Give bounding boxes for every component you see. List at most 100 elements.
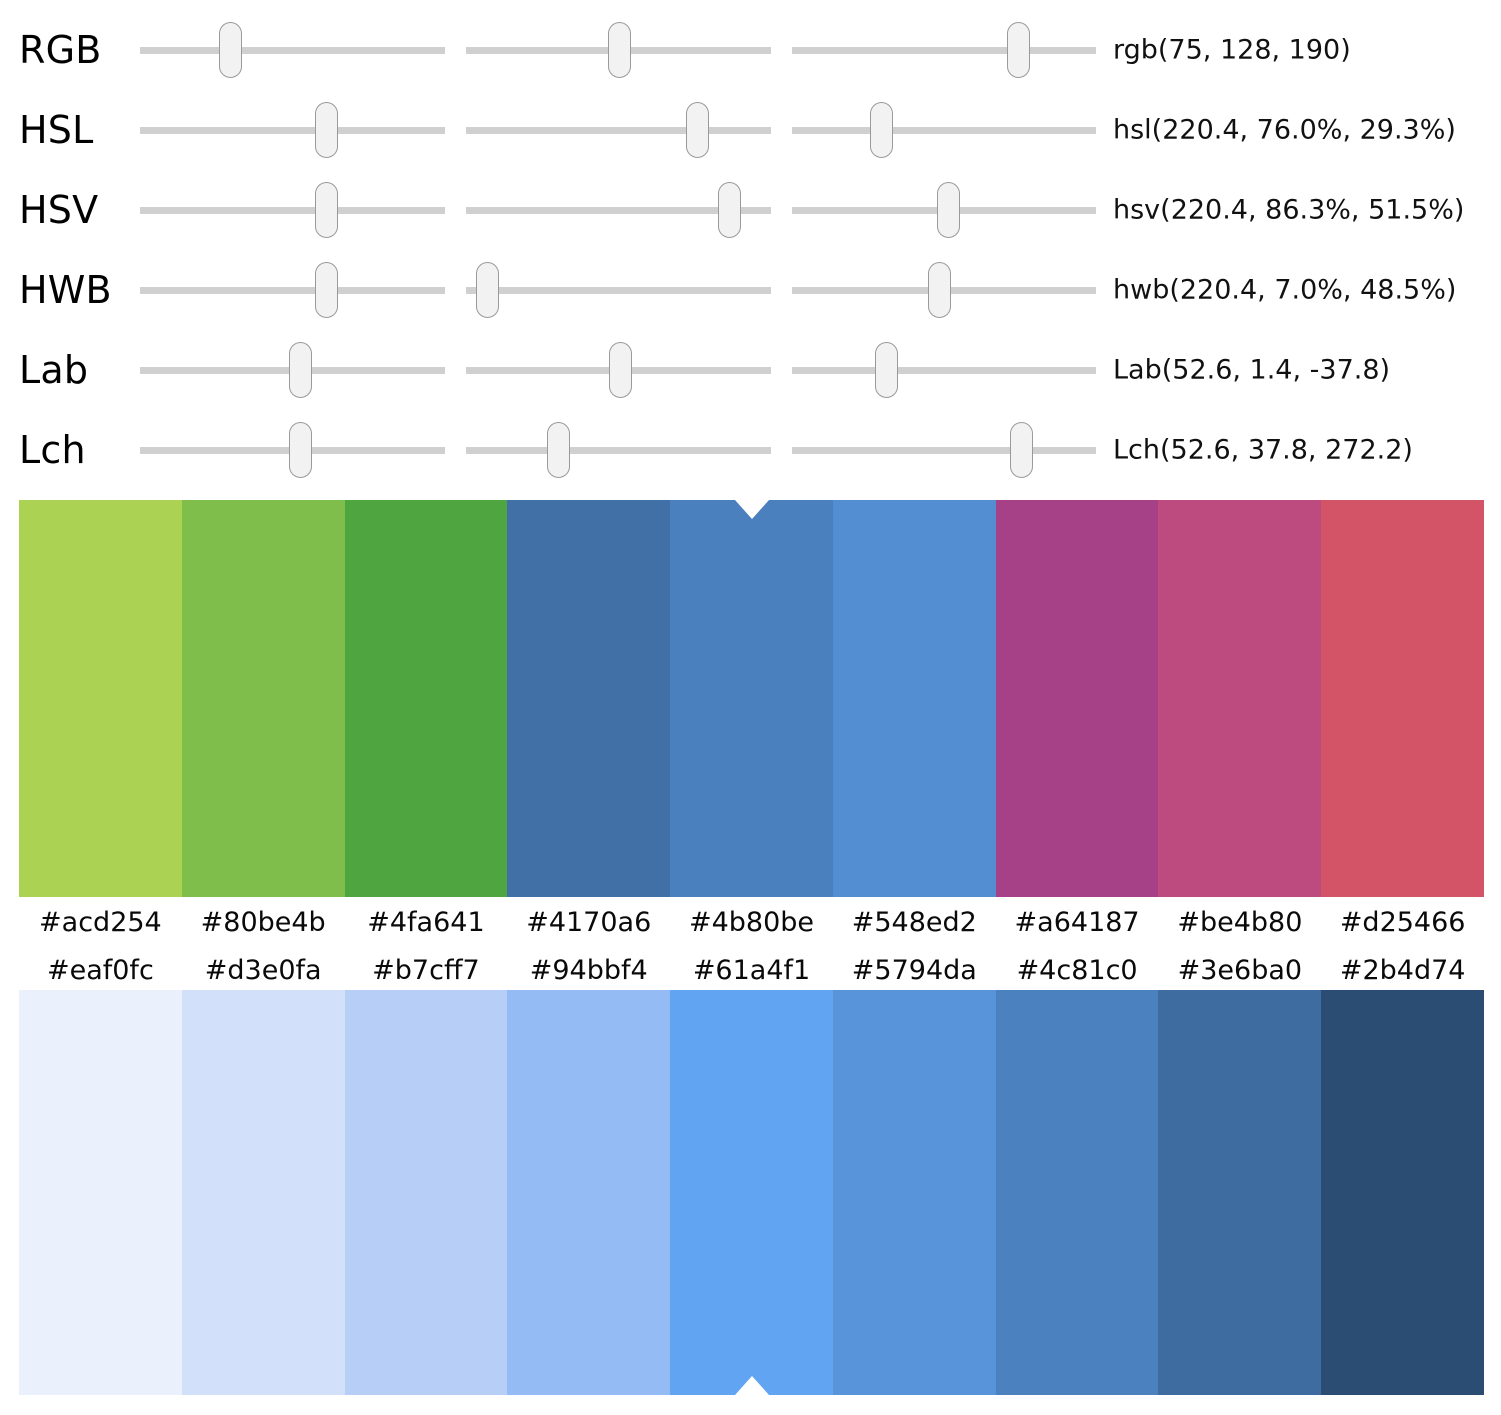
slider-row-lch: Lch Lch(52.6, 37.8, 272.2): [0, 410, 1501, 490]
slider-handle-rgb-r[interactable]: [219, 22, 243, 78]
color-swatch[interactable]: [19, 500, 182, 897]
slider-track-hsv-s[interactable]: [466, 182, 771, 238]
slider-track-rgb-g[interactable]: [466, 22, 771, 78]
color-space-label: HSV: [19, 188, 99, 232]
hex-code-label: #61a4f1: [692, 954, 811, 986]
slider-row-hwb: HWB hwb(220.4, 7.0%, 48.5%): [0, 250, 1501, 330]
color-swatch[interactable]: [995, 990, 1159, 1395]
color-space-label: HSL: [19, 108, 94, 152]
color-value-text: hwb(220.4, 7.0%, 48.5%): [1113, 274, 1457, 306]
slider-track-group: [140, 410, 1096, 490]
color-swatch[interactable]: [344, 990, 508, 1395]
hex-code-label: #be4b80: [1177, 906, 1303, 938]
color-swatch[interactable]: [1158, 990, 1322, 1395]
hex-code-label: #4fa641: [367, 906, 485, 938]
color-swatch[interactable]: [832, 990, 996, 1395]
slider-row-hsl: HSL hsl(220.4, 76.0%, 29.3%): [0, 90, 1501, 170]
slider-handle-lch-l[interactable]: [288, 422, 312, 478]
hex-code-label: #5794da: [851, 954, 977, 986]
slider-handle-lab-l[interactable]: [288, 342, 312, 398]
slider-row-hsv: HSV hsv(220.4, 86.3%, 51.5%): [0, 170, 1501, 250]
slider-track-hwb-h[interactable]: [140, 262, 445, 318]
color-swatch[interactable]: [832, 500, 996, 897]
slider-track-hwb-w[interactable]: [466, 262, 771, 318]
color-swatch[interactable]: [181, 500, 345, 897]
color-swatch[interactable]: [1158, 500, 1322, 897]
color-space-label: Lch: [19, 428, 86, 472]
slider-handle-hsv-s[interactable]: [717, 182, 741, 238]
slider-track-group: [140, 10, 1096, 90]
slider-track-group: [140, 90, 1096, 170]
selected-swatch-marker-icon: [734, 500, 769, 519]
slider-track-lch-h[interactable]: [792, 422, 1096, 478]
slider-handle-lch-h[interactable]: [1010, 422, 1034, 478]
hex-code-label: #94bbf4: [529, 954, 648, 986]
hex-code-label: #4170a6: [526, 906, 652, 938]
slider-track-lab-b[interactable]: [792, 342, 1096, 398]
slider-track-rgb-r[interactable]: [140, 22, 445, 78]
color-space-label: Lab: [19, 348, 89, 392]
hex-code-label: #4b80be: [688, 906, 815, 938]
color-swatch[interactable]: [344, 500, 508, 897]
color-swatch[interactable]: [995, 500, 1159, 897]
hex-code-label: #acd254: [39, 906, 162, 938]
slider-handle-hsl-s[interactable]: [686, 102, 710, 158]
hex-code-label: #eaf0fc: [46, 954, 154, 986]
slider-handle-hwb-b[interactable]: [927, 262, 951, 318]
color-value-text: hsv(220.4, 86.3%, 51.5%): [1113, 194, 1465, 226]
slider-track-group: [140, 250, 1096, 330]
color-swatch[interactable]: [507, 500, 671, 897]
slider-handle-hsl-h[interactable]: [315, 102, 339, 158]
slider-row-rgb: RGB rgb(75, 128, 190): [0, 10, 1501, 90]
color-value-text: hsl(220.4, 76.0%, 29.3%): [1113, 114, 1456, 146]
slider-track-hwb-b[interactable]: [792, 262, 1096, 318]
color-swatch[interactable]: [1321, 500, 1485, 897]
slider-track-lch-c[interactable]: [466, 422, 771, 478]
slider-track-hsl-h[interactable]: [140, 102, 445, 158]
palette-strip-top: [19, 500, 1485, 897]
slider-handle-rgb-g[interactable]: [607, 22, 631, 78]
slider-track-hsl-l[interactable]: [792, 102, 1096, 158]
slider-track-lab-a[interactable]: [466, 342, 771, 398]
palette-strip-bottom: [19, 990, 1485, 1395]
color-swatch[interactable]: [1321, 990, 1485, 1395]
slider-track-hsv-h[interactable]: [140, 182, 445, 238]
color-swatch[interactable]: [19, 990, 182, 1395]
color-space-label: RGB: [19, 28, 102, 72]
slider-track-hsv-v[interactable]: [792, 182, 1096, 238]
hex-label-row-bottom: #eaf0fc #d3e0fa #b7cff7 #94bbf4 #61a4f1 #5794…: [19, 947, 1484, 993]
color-space-slider-panel: RGB rgb(75, 128, 190) HSL hsl(220.4, 76.0%,…: [0, 0, 1501, 500]
slider-track-group: [140, 330, 1096, 410]
hex-code-label: #80be4b: [200, 906, 326, 938]
slider-handle-rgb-b[interactable]: [1006, 22, 1030, 78]
slider-row-lab: Lab Lab(52.6, 1.4, -37.8): [0, 330, 1501, 410]
color-swatch[interactable]: [670, 500, 833, 897]
color-space-label: HWB: [19, 268, 112, 312]
slider-handle-lab-b[interactable]: [875, 342, 899, 398]
color-value-text: Lch(52.6, 37.8, 272.2): [1113, 434, 1413, 466]
slider-handle-hsv-v[interactable]: [937, 182, 961, 238]
slider-track-lch-l[interactable]: [140, 422, 445, 478]
color-swatch[interactable]: [507, 990, 671, 1395]
color-value-text: rgb(75, 128, 190): [1113, 34, 1351, 66]
slider-track-rgb-b[interactable]: [792, 22, 1096, 78]
color-swatch[interactable]: [670, 990, 833, 1395]
hex-code-label: #2b4d74: [1339, 954, 1466, 986]
slider-track-hsl-s[interactable]: [466, 102, 771, 158]
selected-swatch-marker-icon: [734, 1376, 769, 1395]
hex-code-label: #b7cff7: [372, 954, 480, 986]
slider-handle-hsv-h[interactable]: [315, 182, 339, 238]
slider-handle-hsl-l[interactable]: [869, 102, 893, 158]
slider-handle-hwb-w[interactable]: [475, 262, 499, 318]
slider-handle-lch-c[interactable]: [546, 422, 570, 478]
slider-track-lab-l[interactable]: [140, 342, 445, 398]
color-value-text: Lab(52.6, 1.4, -37.8): [1113, 354, 1391, 386]
hex-code-label: #d25466: [1339, 906, 1466, 938]
hex-code-label: #d3e0fa: [204, 954, 322, 986]
hex-label-row-top: #acd254 #80be4b #4fa641 #4170a6 #4b80be #548e…: [19, 899, 1484, 945]
slider-handle-hwb-h[interactable]: [315, 262, 339, 318]
hex-code-label: #a64187: [1014, 906, 1140, 938]
slider-handle-lab-a[interactable]: [608, 342, 632, 398]
slider-track-group: [140, 170, 1096, 250]
color-swatch[interactable]: [181, 990, 345, 1395]
